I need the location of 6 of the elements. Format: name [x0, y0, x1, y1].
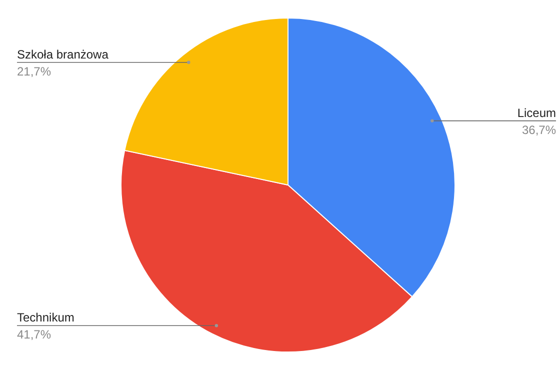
data-label: 36,7%	[522, 122, 556, 137]
data-label: 21,7%	[17, 64, 52, 78]
slice-label: Liceum	[517, 106, 556, 120]
slice-label: Technikum	[17, 310, 74, 325]
data-label: 41,7%	[17, 328, 52, 342]
slice-label: Szkoła branżowa	[17, 47, 109, 62]
